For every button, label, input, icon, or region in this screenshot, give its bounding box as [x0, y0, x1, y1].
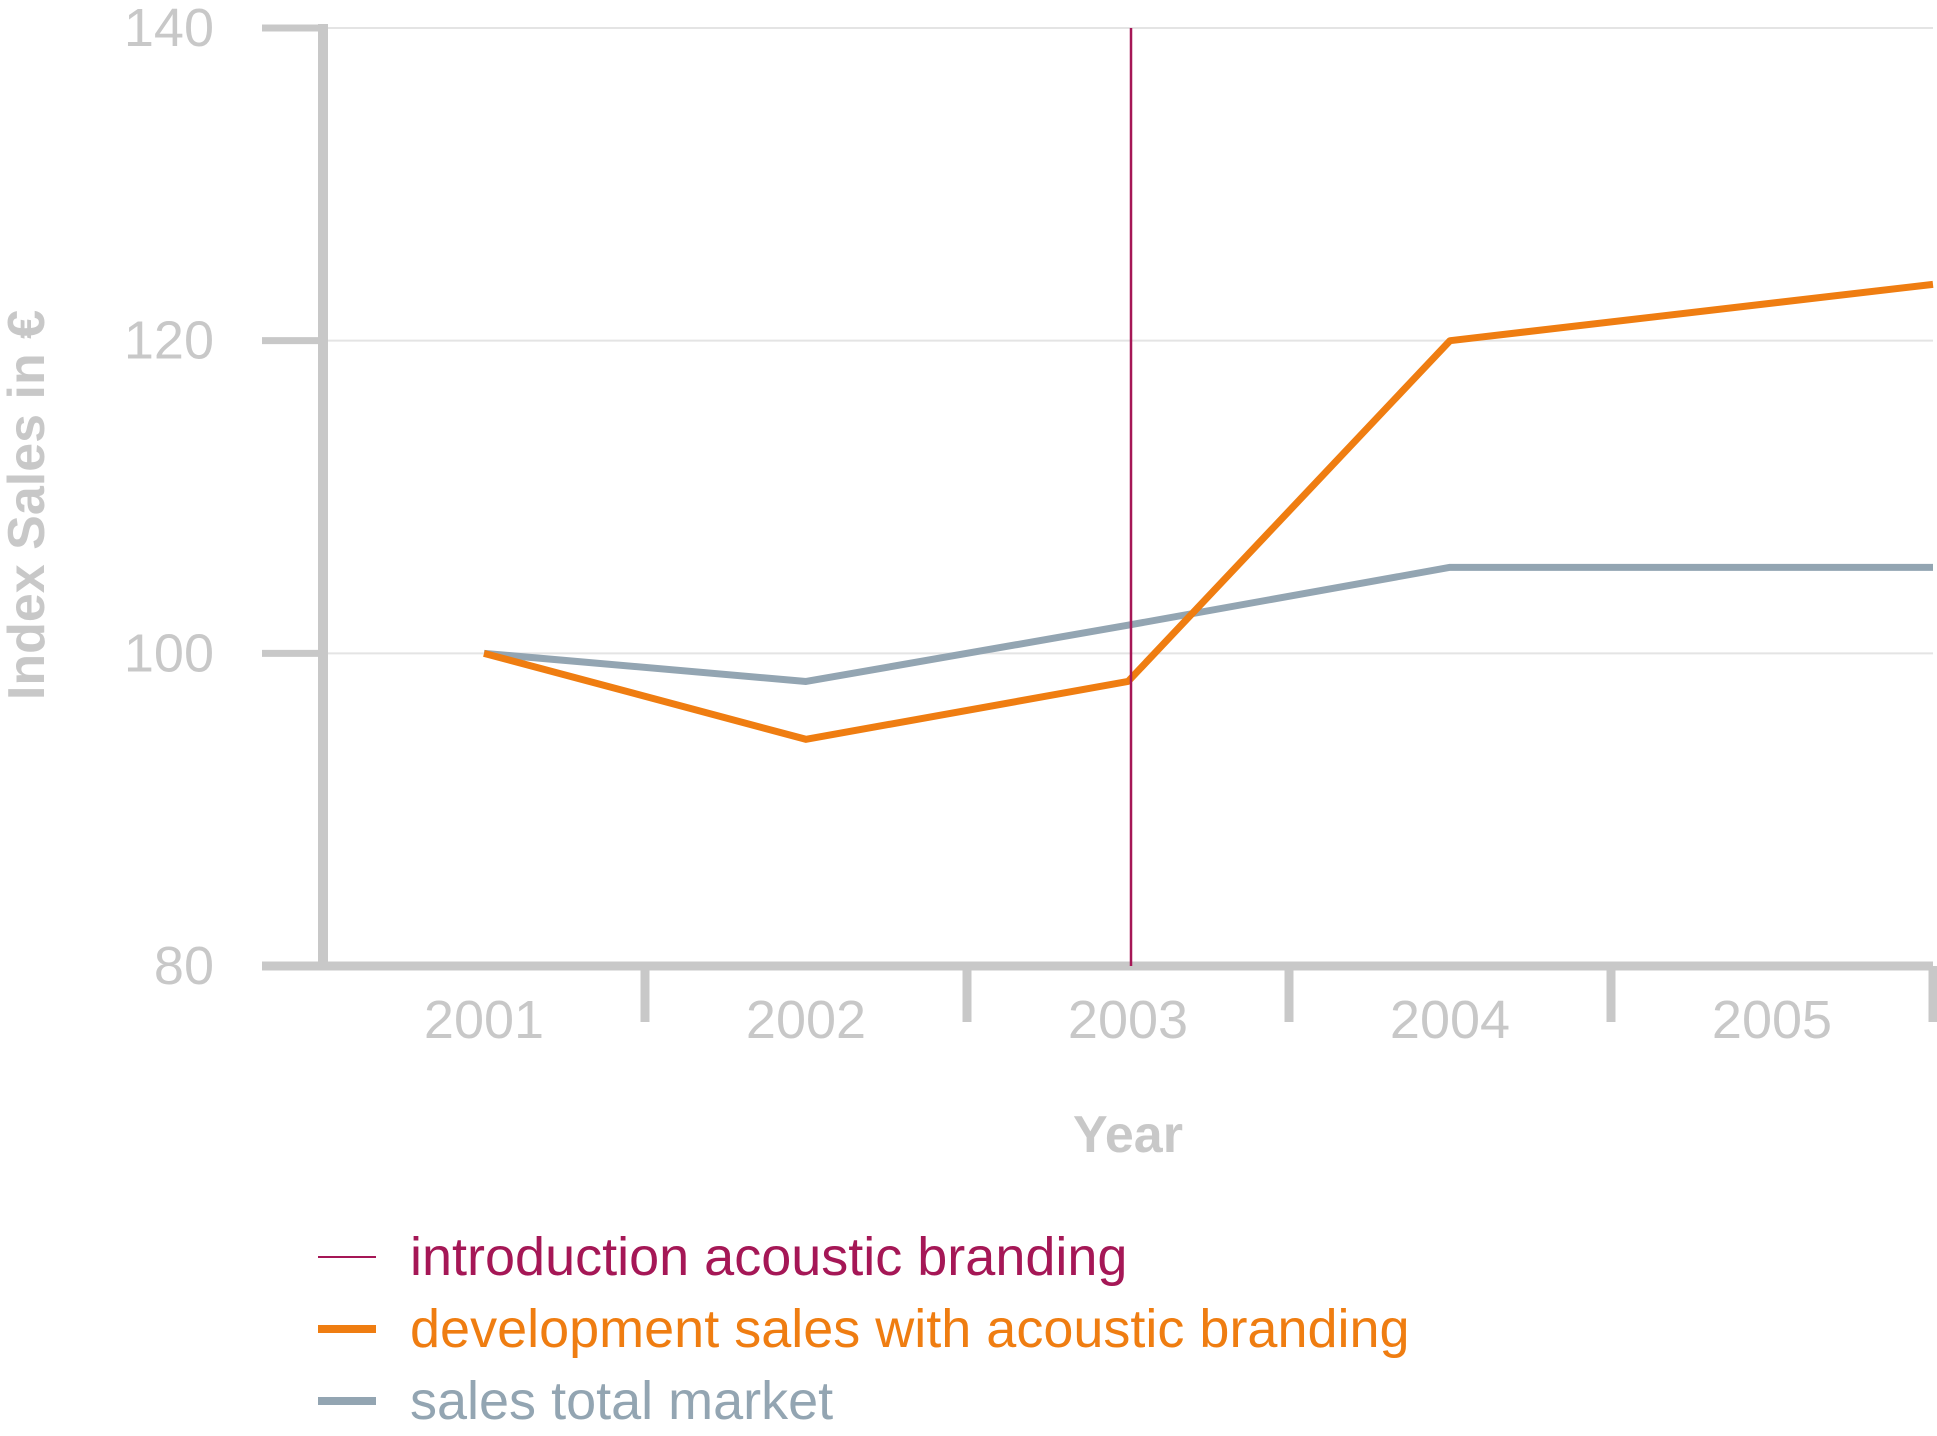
x-tick-label: 2001: [424, 990, 544, 1050]
y-tick-label: 140: [124, 0, 214, 58]
legend-label: sales total market: [410, 1371, 834, 1431]
y-tick-label: 100: [124, 623, 214, 683]
y-tick-label: 120: [124, 311, 214, 371]
legend-swatch: [318, 1256, 376, 1258]
x-tick-label: 2003: [1068, 990, 1188, 1050]
y-axis-title: Index Sales in €: [0, 310, 56, 700]
x-tick-label: 2002: [746, 990, 866, 1050]
legend-label: development sales with acoustic branding: [410, 1299, 1410, 1359]
series-line: [483, 563, 1933, 685]
x-tick-label: 2004: [1390, 990, 1510, 1050]
legend-label: introduction acoustic branding: [410, 1227, 1128, 1287]
legend-swatch: [318, 1325, 376, 1333]
y-tick-label: 80: [154, 936, 214, 996]
series-line: [483, 280, 1934, 743]
x-tick-label: 2005: [1712, 990, 1832, 1050]
legend-swatch: [318, 1397, 376, 1405]
x-axis-title: Year: [1073, 1106, 1183, 1164]
